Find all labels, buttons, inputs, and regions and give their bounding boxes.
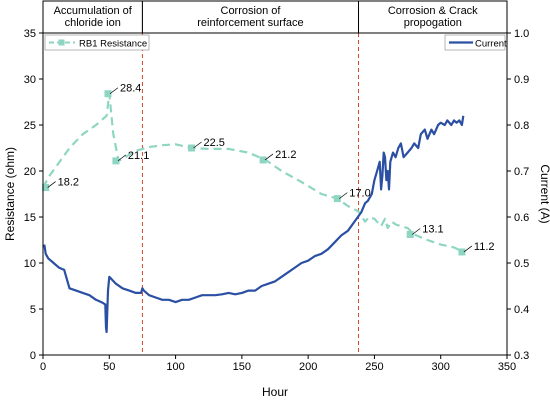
y-right-tick-label-1: 0.3 — [514, 350, 529, 362]
y-left-axis-title: Resistance (ohm) — [3, 147, 17, 241]
y-left-tick-label-2: 5 — [30, 304, 36, 316]
phase-label-1-line-2: chloride ion — [65, 17, 121, 29]
data-label-leader-6 — [339, 192, 348, 199]
y-left-tick-label-8: 35 — [24, 28, 36, 40]
data-label-leader-7 — [412, 228, 421, 235]
legend-layer: RB1 Resistance Current — [44, 34, 507, 51]
data-label-6: 17.0 — [349, 188, 370, 200]
data-point-5 — [259, 156, 267, 164]
phase-label-2-line-1: Corrosion of — [221, 5, 282, 17]
y-right-tick-label-8: 1.0 — [514, 28, 529, 40]
data-label-2: 28.4 — [120, 83, 141, 95]
legend-box-resistance — [44, 34, 150, 51]
data-point-3 — [112, 157, 120, 165]
legend-marker-resistance — [58, 39, 65, 46]
data-label-leader-4 — [193, 141, 202, 149]
data-label-leader-1 — [47, 181, 56, 188]
phase-box-1 — [42, 0, 143, 34]
data-label-7: 13.1 — [422, 223, 443, 235]
phase-box-2 — [141, 0, 360, 34]
y-right-tick-label-2: 0.4 — [514, 304, 529, 316]
phase-label-1-line-1: Accumulation of — [54, 5, 133, 17]
y-left-tick-label-3: 10 — [24, 258, 36, 270]
y-right-tick-label-3: 0.5 — [514, 258, 529, 270]
data-label-4: 22.5 — [203, 137, 224, 149]
x-tick-label-1: 0 — [40, 361, 46, 373]
phase-label-2-line-2: reinforcement surface — [197, 17, 303, 29]
data-label-leader-8 — [463, 245, 473, 253]
y-right-tick-label-7: 0.9 — [514, 74, 529, 86]
x-tick-label-3: 100 — [166, 361, 184, 373]
x-tick-label-2: 50 — [103, 361, 115, 373]
y-right-tick-label-5: 0.7 — [514, 166, 529, 178]
data-label-leader-2 — [109, 87, 119, 95]
x-tick-label-5: 200 — [299, 361, 317, 373]
y-left-tick-label-4: 15 — [24, 212, 36, 224]
y-left-tick-label-5: 20 — [24, 166, 36, 178]
plot-frame — [42, 32, 508, 356]
data-point-8 — [458, 248, 466, 256]
data-point-1 — [42, 184, 50, 192]
x-axis-title: Hour — [262, 385, 288, 399]
data-label-leader-3 — [117, 154, 127, 162]
phase-box-3 — [358, 0, 508, 34]
data-point-7 — [406, 230, 414, 238]
y-right-axis-title: Current (A) — [538, 164, 550, 223]
series-layer: 18.2 28.4 21.1 22.5 21.2 17.0 13.1 11.2 — [42, 83, 495, 334]
x-tick-label-4: 150 — [233, 361, 251, 373]
x-tick-label-7: 300 — [432, 361, 450, 373]
data-label-5: 21.2 — [275, 149, 296, 161]
y-left-tick-label-6: 25 — [24, 120, 36, 132]
y-left-tick-label-1: 0 — [30, 350, 36, 362]
x-tick-label-6: 250 — [365, 361, 383, 373]
data-point-2 — [104, 90, 112, 98]
y-left-tick-label-7: 30 — [24, 74, 36, 86]
axes-layer: 0 50 100 150 200 250 300 350 0 5 10 15 20 25 30 35 0.3 0.… — [3, 28, 550, 399]
data-label-3: 21.1 — [128, 150, 149, 162]
data-point-6 — [333, 195, 341, 203]
data-label-8: 11.2 — [474, 241, 495, 253]
phase-label-3-line-2: propogation — [404, 17, 462, 29]
legend-box-current — [444, 34, 506, 51]
data-label-1: 18.2 — [58, 177, 79, 189]
y-right-tick-label-4: 0.6 — [514, 212, 529, 224]
x-tick-label-8: 350 — [498, 361, 516, 373]
series-line-1 — [42, 92, 464, 253]
phase-label-3-line-1: Corrosion & Crack — [388, 5, 478, 17]
data-label-leader-5 — [264, 153, 274, 161]
y-right-tick-label-6: 0.8 — [514, 120, 529, 132]
legend-label-resistance: RB1 Resistance — [79, 39, 147, 50]
legend-label-current: Current — [475, 39, 507, 50]
series-line-2 — [43, 115, 465, 334]
data-point-4 — [187, 144, 195, 152]
